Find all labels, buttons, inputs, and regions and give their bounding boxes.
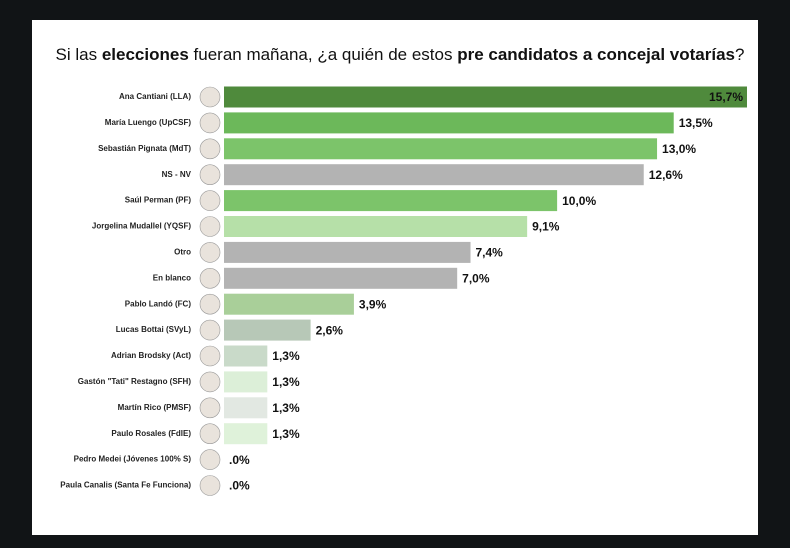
bar [224,423,268,445]
bar [224,86,747,108]
avatar [199,397,221,419]
avatar [199,475,221,496]
avatar [199,371,221,393]
value-label: 13,5% [679,116,713,130]
title-part: Si las [56,45,102,64]
category-label: Sebastián Pignata (MdT) [98,144,191,153]
value-label: 12,6% [649,168,683,182]
avatar [199,449,221,470]
avatar [199,112,221,134]
category-label: Ana Cantiani (LLA) [119,92,191,101]
bar [224,241,471,263]
value-label: 2,6% [316,323,344,337]
value-label: 1,3% [272,401,300,415]
avatar [199,293,221,315]
value-label: 1,3% [272,375,300,389]
category-label: Otro [174,248,191,257]
value-label: 7,4% [476,246,504,260]
category-label: En blanco [153,273,191,282]
value-label: 3,9% [359,297,387,311]
bar [224,293,354,315]
bar [224,345,268,367]
value-label: 10,0% [562,194,596,208]
chart-title: Si las elecciones fueran mañana, ¿a quié… [56,45,745,64]
category-label: Pablo Landó (FC) [125,299,192,308]
title-part: ? [735,45,744,64]
value-label: 13,0% [662,142,696,156]
value-label: 15,7% [709,90,743,104]
value-label: 7,0% [462,271,490,285]
category-label: Paula Canalis (Santa Fe Funciona) [60,481,191,490]
category-label: María Luengo (UpCSF) [105,118,192,127]
title-part: pre candidatos a concejal votarías [457,45,735,64]
value-label: .0% [229,479,250,493]
avatar [199,164,221,185]
avatar [199,216,221,237]
value-label: 1,3% [272,349,300,363]
bar [224,397,268,419]
value-label: 9,1% [532,220,560,234]
avatar [199,138,221,160]
bar [224,216,528,237]
category-label: Martín Rico (PMSF) [118,403,192,412]
bar [224,164,644,186]
category-label: Saúl Perman (PF) [125,196,192,205]
avatar [199,345,221,367]
avatar [199,267,221,289]
bar [224,267,458,289]
category-label: Gastón "Tati" Restagno (SFH) [78,377,192,386]
bar [224,138,658,160]
category-label: NS - NV [162,170,192,179]
bar [224,371,268,393]
bar [224,112,674,134]
value-label: 1,3% [272,427,300,441]
title-part: elecciones [102,45,189,64]
avatar [199,190,221,211]
category-label: Jorgelina Mudallel (YQSF) [92,222,191,231]
avatar [199,319,221,341]
avatar [199,86,221,108]
avatar [199,242,221,263]
category-label: Paulo Rosales (FdlE) [111,429,191,438]
category-label: Adrian Brodsky (Act) [111,351,191,360]
category-label: Pedro Medei (Jóvenes 100% S) [74,455,192,464]
title-part: fueran mañana, ¿a quién de estos [189,45,457,64]
value-label: .0% [229,453,250,467]
avatar [199,423,221,445]
bar [224,190,558,212]
category-label: Lucas Bottai (SVyL) [116,325,192,334]
bar [224,319,311,341]
